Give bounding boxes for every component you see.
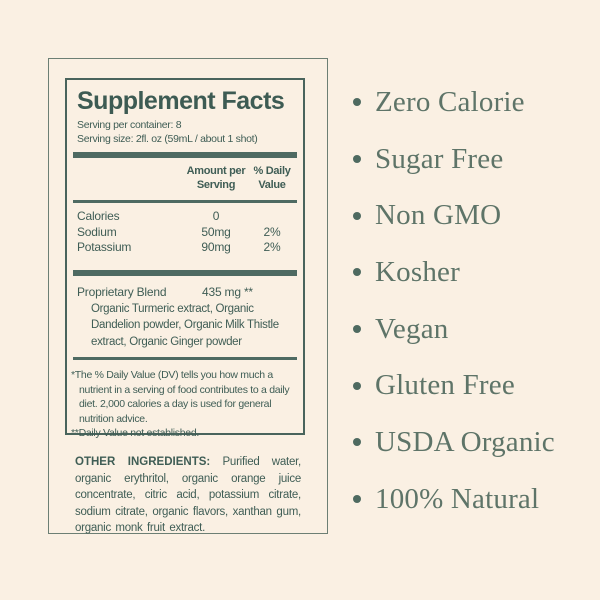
nutrient-dv	[251, 209, 293, 225]
feature-label: USDA Organic	[375, 425, 555, 458]
nutrient-dv: 2%	[263, 240, 281, 254]
feature-item-vegan: Vegan	[340, 301, 595, 358]
nutrient-row-potassium: Potassium 90mg 2%	[77, 240, 293, 256]
footnotes: *The % Daily Value (DV) tells you how mu…	[71, 368, 293, 441]
other-ingredients-text: Purified water, organic erythritol, orga…	[75, 456, 301, 534]
nutrient-amount: 0	[212, 209, 220, 223]
feature-item-zero-calorie: Zero Calorie	[340, 74, 595, 131]
supplement-facts-title: Supplement Facts	[77, 87, 285, 115]
bullet-icon	[353, 155, 361, 164]
amount-per-serving-header: Amount per Serving	[186, 165, 246, 191]
feature-item-100-natural: 100% Natural	[340, 471, 595, 528]
bullet-icon	[353, 325, 361, 334]
feature-label: Zero Calorie	[375, 85, 525, 118]
serving-per-container: Serving per container: 8	[77, 119, 182, 131]
divider-bar-medium	[73, 357, 297, 360]
nutrient-amount: 90mg	[201, 240, 231, 254]
feature-item-sugar-free: Sugar Free	[340, 131, 595, 188]
nutrient-amount: 50mg	[201, 224, 231, 239]
features-list: Zero Calorie Sugar Free Non GMO Kosher V…	[340, 74, 595, 528]
not-established-footnote: **Daily Value not established.	[71, 427, 199, 439]
blend-ingredients: Organic Turmeric extract, Organic Dandel…	[91, 302, 279, 348]
nutrient-dv: 2%	[263, 224, 281, 239]
feature-label: Vegan	[375, 312, 449, 345]
supplement-facts-panel: Supplement Facts Serving per container: …	[65, 78, 305, 439]
divider-bar-thick	[73, 152, 297, 158]
feature-label: Sugar Free	[375, 142, 504, 175]
daily-value-footnote: *The % Daily Value (DV) tells you how mu…	[71, 369, 290, 425]
feature-item-gluten-free: Gluten Free	[340, 357, 595, 414]
nutrient-name: Calories	[77, 209, 120, 223]
nutrient-row-calories: Calories 0	[77, 209, 293, 225]
nutrient-name: Sodium	[77, 224, 117, 239]
divider-bar-thick	[73, 269, 297, 276]
nutrient-name: Potassium	[77, 240, 132, 254]
feature-label: Gluten Free	[375, 369, 515, 402]
label-outer-frame: Supplement Facts Serving per container: …	[48, 58, 328, 534]
blend-amount: 435 mg **	[202, 284, 253, 299]
divider-bar-medium	[73, 200, 297, 203]
nutrient-row-sodium: Sodium 50mg 2%	[77, 225, 293, 241]
feature-label: Non GMO	[375, 199, 502, 232]
feature-label: Kosher	[375, 255, 460, 288]
other-ingredients-heading: OTHER INGREDIENTS:	[75, 456, 211, 468]
bullet-icon	[353, 381, 361, 390]
nutrient-rows: Calories 0 Sodium 50mg 2% Potassium 90mg…	[77, 209, 293, 256]
bullet-icon	[353, 438, 361, 447]
feature-label: 100% Natural	[375, 482, 540, 515]
feature-item-kosher: Kosher	[340, 244, 595, 301]
column-header-row: Amount per Serving % Daily Value	[77, 164, 293, 192]
feature-item-non-gmo: Non GMO	[340, 187, 595, 244]
proprietary-blend-row: Proprietary Blend 435 mg **	[77, 285, 293, 300]
column-header-spacer	[77, 164, 181, 192]
daily-value-header: % Daily Value	[253, 165, 291, 191]
blend-name: Proprietary Blend	[77, 284, 167, 299]
feature-item-usda-organic: USDA Organic	[340, 414, 595, 471]
other-ingredients-paragraph: OTHER INGREDIENTS: Purified water, organ…	[75, 454, 301, 537]
bullet-icon	[353, 495, 361, 504]
serving-size: Serving size: 2fl. oz (59mL / about 1 sh…	[77, 133, 258, 145]
bullet-icon	[353, 268, 361, 277]
bullet-icon	[353, 98, 361, 107]
bullet-icon	[353, 211, 361, 220]
